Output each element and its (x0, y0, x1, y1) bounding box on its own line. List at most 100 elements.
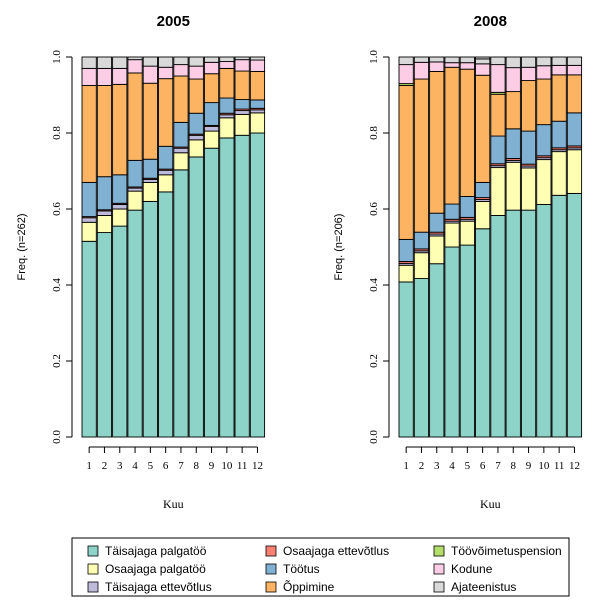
bar-segment-2005-3-1 (112, 225, 128, 438)
y-tick-label: 0.2 (368, 354, 380, 368)
bar-segment-2008-7-1 (490, 215, 506, 438)
bar-segment-2005-3-9 (112, 56, 128, 69)
bar-segment-2005-2-9 (96, 56, 113, 69)
bar-segment-2008-12-2 (566, 149, 583, 194)
x-tick-label: 5 (465, 460, 471, 472)
x-tick-label: 11 (554, 460, 565, 472)
bar-segment-2008-12-6 (566, 74, 583, 114)
bar-segment-2008-7-6 (490, 93, 506, 137)
x-axis-label-2008: Kuu (480, 497, 501, 511)
x-tick-label: 5 (148, 460, 154, 472)
bar-segment-2005-6-5 (158, 145, 174, 170)
bar-segment-2005-8-8 (188, 65, 204, 80)
bar-segment-2005-10-8 (219, 61, 235, 69)
x-tick-label: 6 (480, 460, 486, 472)
x-tick-label: 6 (163, 460, 169, 472)
x-tick-label: 12 (252, 460, 263, 472)
bar-segment-2008-8-6 (505, 91, 521, 130)
bar-segment-2005-8-3 (188, 134, 204, 141)
bar-segment-2008-8-2 (505, 161, 521, 211)
x-tick-label: 8 (194, 460, 200, 472)
bar-segment-2005-3-2 (112, 208, 128, 227)
y-tick-label: 0.4 (368, 278, 380, 292)
x-tick-label: 2 (102, 460, 108, 472)
bar-segment-2005-1-8 (81, 67, 97, 86)
bar-segment-2005-11-3 (234, 110, 250, 115)
x-tick-label: 9 (526, 460, 532, 472)
bar-segment-2005-7-9 (173, 56, 189, 66)
legend-label: Töötus (283, 562, 320, 576)
bar-segment-2005-5-6 (142, 82, 158, 160)
bar-segment-2008-8-1 (505, 209, 521, 438)
x-tick-label: 1 (403, 460, 409, 472)
bar-segment-2008-4-5 (444, 203, 460, 220)
bar-segment-2008-7-8 (490, 64, 506, 93)
bar-segment-2008-9-8 (520, 66, 537, 82)
bar-segment-2005-12-9 (249, 56, 266, 61)
bar-segment-2005-2-3 (96, 210, 113, 216)
bar-segment-2008-3-6 (429, 70, 445, 214)
y-tick-label: 0.2 (51, 354, 63, 368)
y-tick-label: 0.4 (51, 278, 63, 292)
x-tick-label: 12 (569, 460, 580, 472)
bar-segment-2008-1-1 (398, 281, 414, 438)
bar-segment-2008-8-5 (505, 128, 521, 159)
bar-segment-2008-10-9 (536, 56, 552, 67)
bar-remainder-2008-6 (475, 56, 491, 60)
bar-segment-2005-3-3 (112, 203, 128, 210)
bar-segment-2008-9-9 (520, 56, 537, 68)
bar-segment-2008-8-8 (505, 67, 521, 93)
x-tick-label: 3 (117, 460, 123, 472)
bar-segment-2008-2-1 (413, 278, 430, 438)
bar-segment-2005-12-6 (249, 70, 266, 101)
y-tick-label: 1.0 (368, 50, 380, 64)
legend-label: Õppimine (283, 579, 335, 594)
bar-segment-2008-11-8 (551, 64, 567, 76)
bar-segment-2008-5-5 (459, 196, 475, 218)
bar-segment-2005-11-8 (234, 59, 250, 72)
bar-segment-2008-11-5 (551, 120, 567, 149)
bar-segment-2008-5-6 (459, 68, 475, 197)
legend-swatch (265, 563, 277, 575)
bar-segment-2008-10-5 (536, 124, 552, 157)
bar-segment-2005-7-6 (173, 75, 189, 123)
bar-segment-2005-2-8 (96, 67, 113, 86)
legend-swatch (433, 545, 445, 557)
bar-segment-2005-12-2 (249, 112, 266, 134)
bar-segment-2005-5-5 (142, 158, 158, 179)
bar-segment-2008-11-9 (551, 56, 567, 66)
bar-segment-2008-8-9 (505, 56, 521, 69)
bar-segment-2008-6-8 (475, 63, 491, 76)
bar-segment-2005-11-9 (234, 56, 250, 61)
x-tick-label: 7 (178, 460, 184, 472)
bar-segment-2008-5-8 (459, 62, 475, 70)
bar-segment-2005-12-8 (249, 59, 266, 72)
x-tick-label: 11 (237, 460, 248, 472)
bar-segment-2005-9-2 (203, 130, 220, 149)
bar-segment-2005-12-1 (249, 132, 266, 438)
bar-segment-2008-12-8 (566, 64, 583, 76)
bar-segment-2008-1-5 (398, 238, 414, 262)
bar-segment-2005-6-1 (158, 191, 174, 438)
bar-segment-2008-2-2 (413, 252, 430, 279)
bar-segment-2008-11-6 (551, 74, 567, 122)
bar-segment-2008-5-2 (459, 220, 475, 246)
bar-segment-2008-9-6 (520, 80, 537, 132)
bar-segment-2005-5-8 (142, 65, 158, 84)
bar-segment-2008-10-8 (536, 65, 552, 80)
bar-segment-2005-11-5 (234, 99, 250, 110)
panel-title-2008: 2008 (474, 13, 507, 30)
bar-segment-2005-4-3 (127, 187, 143, 192)
bar-segment-2005-4-8 (127, 59, 143, 74)
x-tick-label: 4 (449, 460, 455, 472)
bar-segment-2005-7-2 (173, 152, 189, 171)
bar-segment-2008-11-2 (551, 151, 567, 196)
y-tick-label: 0.0 (368, 430, 380, 444)
bar-segment-2005-3-8 (112, 67, 128, 85)
bar-segment-2008-5-9 (459, 56, 475, 64)
bar-segment-2008-4-8 (444, 62, 460, 68)
chart-panel-2005: 2005 Freq. (n=262) Kuu 0.0 0.2 0.4 0.6 0.8 1.… (16, 13, 266, 511)
legend-swatch (87, 545, 99, 557)
bar-segment-2008-2-6 (413, 78, 430, 233)
bar-segment-2005-1-9 (81, 56, 97, 69)
